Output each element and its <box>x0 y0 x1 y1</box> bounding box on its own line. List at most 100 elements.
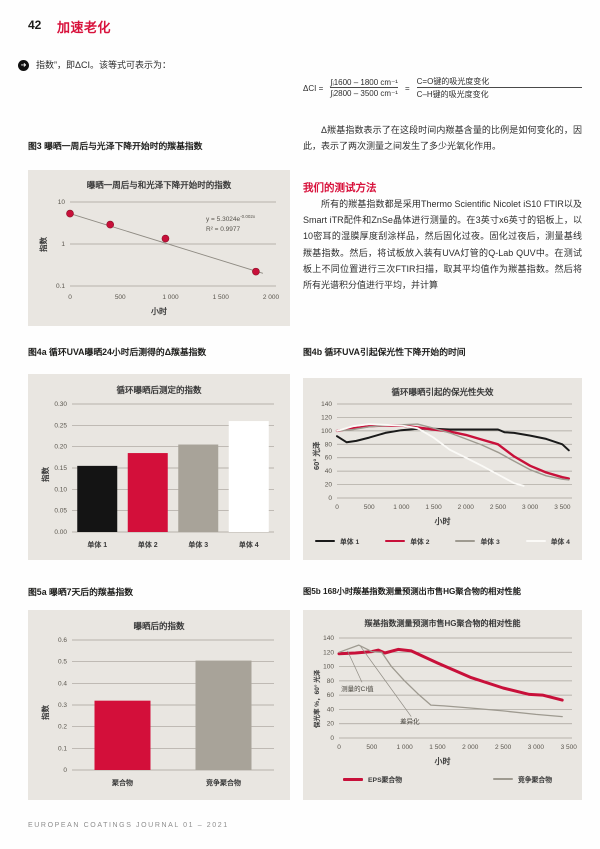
fig3-equation-exponent: -0.002x <box>240 214 256 219</box>
series-line <box>336 423 570 481</box>
x-tick-label: 2 500 <box>490 504 507 511</box>
annotation-callout-line <box>360 646 412 717</box>
category-label: 单体 1 <box>87 540 107 549</box>
y-tick-label: 0.10 <box>54 486 67 493</box>
y-tick-label: 1 <box>61 241 65 248</box>
y-tick-label: 0.00 <box>54 529 67 536</box>
y-tick-label: 0.1 <box>58 745 67 752</box>
arrow-right-circle-icon: ➜ <box>18 60 29 71</box>
y-tick-label: 0.20 <box>54 444 67 451</box>
series-line <box>336 423 525 487</box>
y-tick-label: 0.15 <box>54 465 67 472</box>
carbonyl-index-formula: ΔCI = ∫ᵢ1600 – 1800 cm⁻¹ ∫ᵢ2800 – 3500 c… <box>303 76 582 100</box>
fig4b-title: 循环曝晒引起的保光性失效 <box>391 387 494 397</box>
fig3-xlabel: 小时 <box>151 307 167 316</box>
y-tick-label: 0.2 <box>58 724 67 731</box>
fig4b-legend: 单体 1 单体 2 单体 3 单体 4 <box>315 536 570 546</box>
bar <box>127 453 168 532</box>
x-tick-label: 1 000 <box>393 504 410 511</box>
y-tick-label: 40 <box>325 468 333 475</box>
legend-label: EPS聚合物 <box>368 777 402 784</box>
y-tick-label: 0.05 <box>54 508 67 515</box>
legend-item: 单体 4 <box>525 536 570 546</box>
y-tick-label: 40 <box>327 706 335 713</box>
y-tick-label: 0.4 <box>58 680 67 687</box>
legend-swatch <box>343 777 363 781</box>
y-tick-label: 0.30 <box>54 401 67 408</box>
legend-label: 单体 1 <box>340 539 360 546</box>
fig3-caption: 图3 曝晒一周后与光泽下降开始时的羰基指数 <box>28 141 203 151</box>
fig3-plot: 10 1 0.10 500 1 000 1 500 2 000 <box>56 199 280 301</box>
y-tick-label: 140 <box>323 635 334 642</box>
formula-fraction-integrals: ∫ᵢ1600 – 1800 cm⁻¹ ∫ᵢ2800 – 3500 cm⁻¹ <box>330 78 398 98</box>
data-point <box>106 220 114 229</box>
x-tick-label: 1 000 <box>162 294 179 301</box>
x-tick-label: 2 000 <box>458 504 475 511</box>
method-heading: 我们的测试方法 <box>303 182 377 194</box>
x-tick-label: 2 000 <box>462 744 479 751</box>
method-paragraph: 所有的羰基指数都是采用Thermo Scientific Nicolet iS1… <box>303 199 582 290</box>
fig3-equation: y = 5.3024e-0.002x R² = 0.9977 <box>206 214 255 234</box>
y-tick-label: 0.1 <box>56 283 65 290</box>
intro-bullet-text: 指数”，即ΔCI。该等式可表示为： <box>36 60 172 71</box>
legend-label: 单体 4 <box>550 539 570 546</box>
y-tick-label: 100 <box>323 664 334 671</box>
formula-frac1-denominator: ∫ᵢ2800 – 3500 cm⁻¹ <box>330 87 398 98</box>
fig4a-plot: 0.00 0.05 0.10 0.15 0.20 0.25 0.30 单体 1 单体 2 单体 3… <box>54 401 274 549</box>
x-tick-label: 0 <box>337 744 341 751</box>
x-tick-label: 3 000 <box>528 744 545 751</box>
x-tick-label: 2 500 <box>495 744 512 751</box>
formula-equals: = <box>404 83 410 93</box>
x-tick-label: 500 <box>364 504 375 511</box>
formula-lhs: ΔCI = <box>303 83 324 93</box>
x-tick-label: 3 500 <box>554 504 571 511</box>
fig5a-panel: 曝晒后的指数 指数 0 0.1 0.2 0.3 0.4 0.5 0.6 聚合物 竞争聚合物 <box>28 610 290 800</box>
y-tick-label: 0 <box>330 735 334 742</box>
bar <box>178 444 219 532</box>
series-line <box>338 644 563 718</box>
legend-swatch <box>493 778 514 780</box>
section-title: 加速老化 <box>57 20 112 35</box>
x-tick-label: 0 <box>335 504 339 511</box>
y-tick-label: 0.3 <box>58 702 67 709</box>
legend-label: 单体 2 <box>410 539 430 546</box>
fig5a-title: 曝晒后的指数 <box>133 621 185 631</box>
bar <box>94 700 151 770</box>
y-tick-label: 0.5 <box>58 659 67 666</box>
fig5b-xlabel: 小时 <box>434 757 451 766</box>
legend-item: 单体 1 <box>315 536 359 546</box>
y-tick-label: 80 <box>327 678 335 685</box>
fig3-title: 曝晒一周后与和光泽下降开始时的指数 <box>86 180 232 190</box>
y-tick-label: 60 <box>327 692 335 699</box>
fig4a-panel: 循环曝晒后测定的指数 指数 0.00 0.05 0.10 0.15 0.20 0.25 0.… <box>28 374 290 560</box>
y-tick-label: 20 <box>327 721 335 728</box>
x-tick-label: 1 500 <box>425 504 442 511</box>
footer-text: EUROPEAN COATINGS JOURNAL 01 – 2021 <box>28 822 229 829</box>
fig5b-plot: 0 20 40 60 80 100 120 140 0 500 1 000 1 500 2 000 2 5… <box>323 635 577 751</box>
legend-item: EPS聚合物 <box>343 774 402 784</box>
category-label: 聚合物 <box>111 778 133 787</box>
fig5b-panel: 羰基指数测量预测市售HG聚合物的相对性能 保光率 %，60° 光泽 0 20 40 6… <box>303 610 582 800</box>
fig5b-legend: EPS聚合物 竞争聚合物 <box>343 774 552 784</box>
fig5b-title: 羰基指数测量预测市售HG聚合物的相对性能 <box>364 619 521 628</box>
legend-swatch <box>315 540 335 542</box>
category-label: 单体 2 <box>138 540 158 549</box>
annotation-label: 测量的CI值 <box>341 684 374 693</box>
data-point <box>161 234 170 243</box>
y-tick-label: 0 <box>328 495 332 502</box>
legend-swatch <box>455 540 476 542</box>
category-label: 单体 3 <box>188 540 208 549</box>
y-tick-label: 0.6 <box>58 637 67 644</box>
x-tick-label: 0 <box>68 294 72 301</box>
legend-label: 竞争聚合物 <box>518 777 552 784</box>
fig4b-panel: 循环曝晒引起的保光性失效 60° 光泽 0 20 40 60 80 100 120 140 0 5… <box>303 378 582 560</box>
annotation-label: 差异化 <box>400 717 420 726</box>
legend-item: 竞争聚合物 <box>493 774 552 784</box>
bar <box>228 421 269 532</box>
formula-fraction-bonds: C=O键的吸光度变化 C–H键的吸光度变化 <box>416 76 582 100</box>
fig3-panel: 曝晒一周后与和光泽下降开始时的指数 指数 10 1 0.1 0 500 1 000 1 50… <box>28 170 290 326</box>
category-label: 竞争聚合物 <box>205 778 241 787</box>
formula-frac1-numerator: ∫ᵢ1600 – 1800 cm⁻¹ <box>330 78 398 87</box>
fig4b-xlabel: 小时 <box>434 517 451 526</box>
